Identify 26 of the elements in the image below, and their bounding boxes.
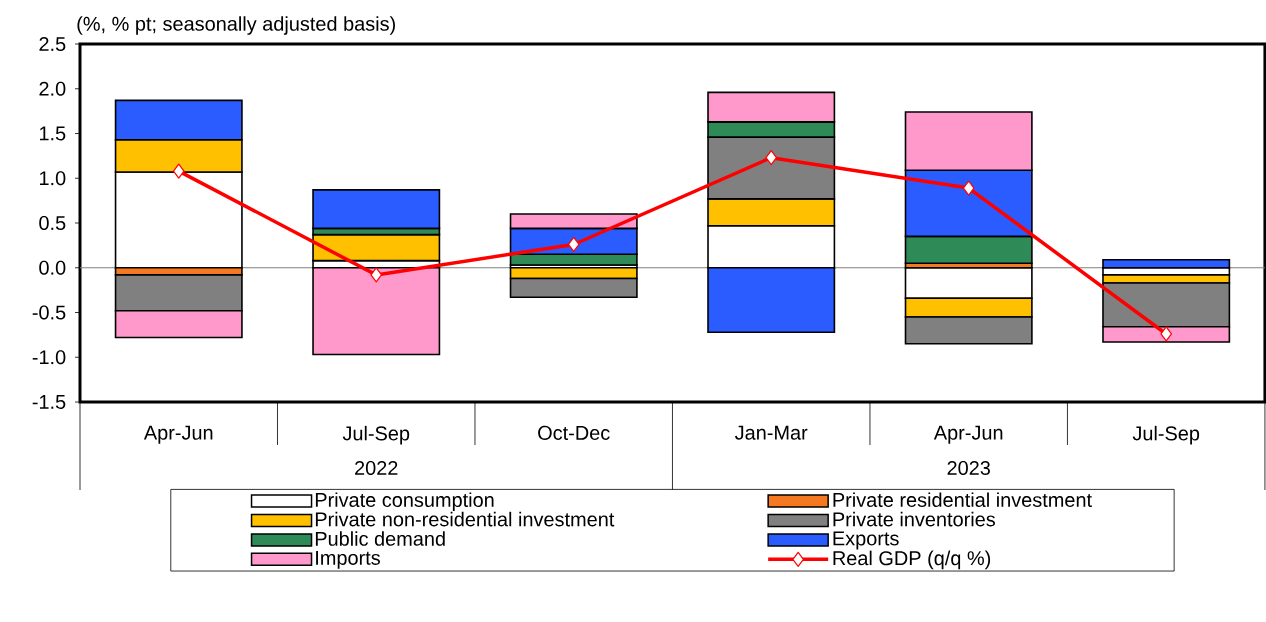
legend-label: Private non-residential investment [315, 511, 615, 527]
y-tick-label: 0.5 [39, 215, 66, 231]
y-tick-label: 1.0 [39, 171, 66, 186]
y-axis-title: (%, % pt; seasonally adjusted basis) [77, 16, 395, 35]
x-tick-label: Jul-Sep [1132, 425, 1200, 445]
x-tick-label: Jul-Sep [342, 425, 410, 445]
y-tick-label: 1.5 [39, 126, 66, 141]
x-tick-label: Apr-Jun [933, 425, 1003, 444]
legend-label: Private inventories [833, 511, 996, 527]
text: 2022 [355, 460, 398, 476]
y-tick-label: -0.5 [32, 305, 66, 320]
text: 2023 [947, 460, 990, 476]
y-tick-label: -1.0 [32, 350, 66, 365]
y-tick-label: -1.5 [32, 395, 66, 409]
legend-label: Real GDP (q/q %) [833, 550, 991, 570]
legend-label: Public demand [315, 531, 445, 546]
legend-label: Imports [316, 550, 380, 569]
legend-label: Exports [833, 531, 899, 550]
y-tick-label: 2.5 [39, 36, 66, 52]
x-tick-label: Oct-Dec [538, 425, 610, 440]
x-tick-label: Jan-Mar [734, 425, 808, 440]
y-tick-label: 0.0 [39, 260, 66, 275]
x-tick-label: Apr-Jun [143, 425, 213, 444]
y-tick-label: 2.0 [39, 81, 66, 96]
legend-label: Private consumption [315, 492, 494, 511]
legend-label: Private residential investment [833, 492, 1092, 508]
